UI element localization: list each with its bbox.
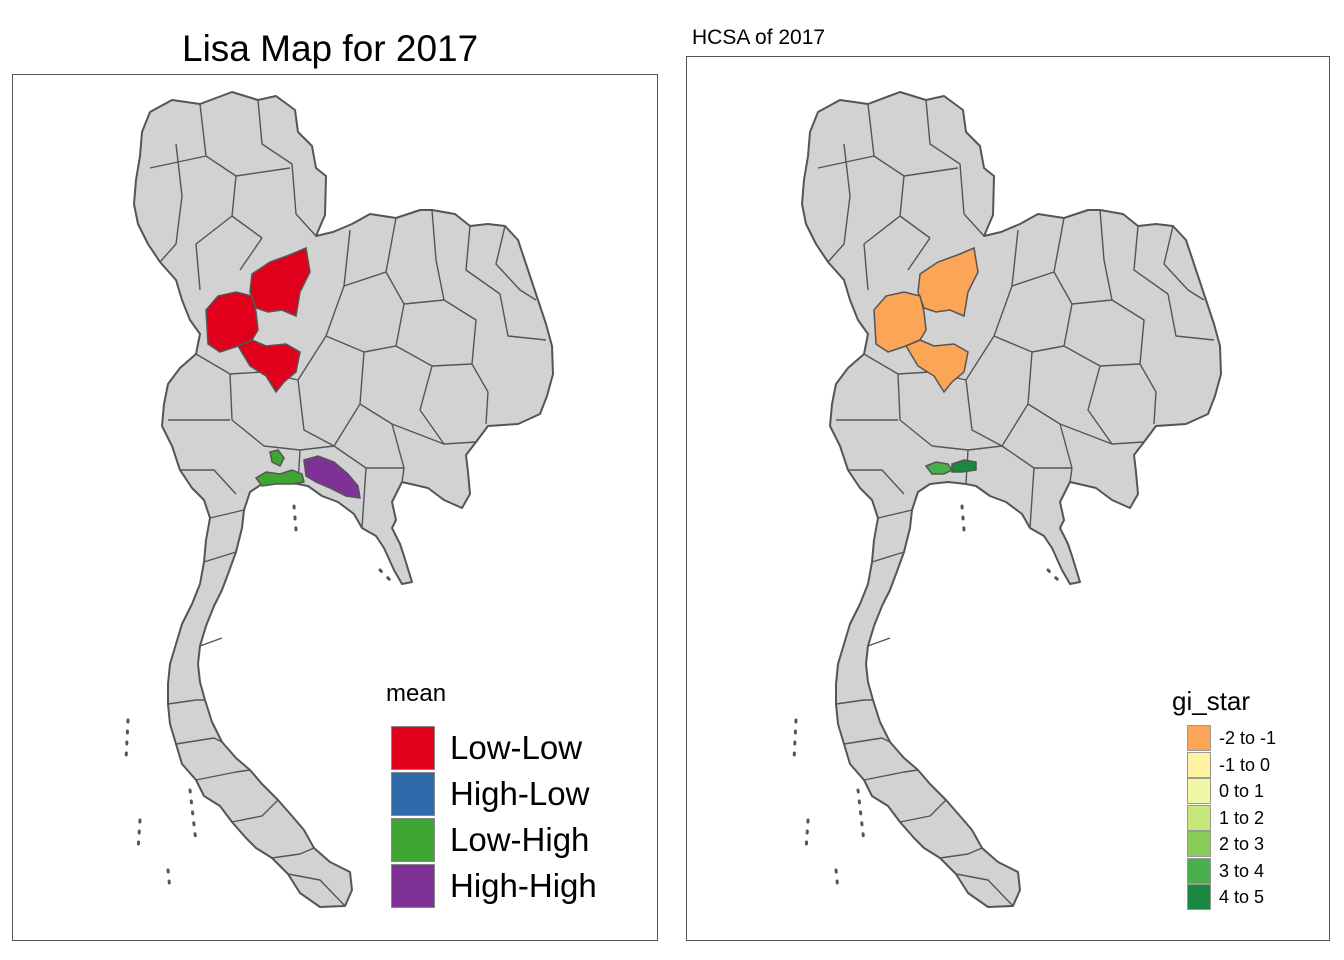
gi-legend-swatch xyxy=(1187,778,1211,804)
lisa-legend-swatch-high-low xyxy=(391,772,435,816)
hcsa-cold-region xyxy=(904,339,969,394)
lisa-lowhigh-region xyxy=(269,449,285,468)
hcsa-map-frame xyxy=(686,56,1330,941)
lisa-legend-label-low-low: Low-Low xyxy=(450,729,583,766)
lisa-legend-swatch-low-high xyxy=(391,818,435,862)
gi-legend-swatch xyxy=(1187,751,1211,778)
gi-legend-title: gi_star xyxy=(1172,686,1251,716)
gi-legend-label: 0 to 1 xyxy=(1219,781,1265,801)
lisa-legend-label-high-high: High-High xyxy=(450,867,597,904)
lisa-highhigh-region xyxy=(303,455,361,499)
lisa-lowhigh-region xyxy=(254,469,305,487)
gi-legend-label: 1 to 2 xyxy=(1219,807,1265,828)
lisa-lowlow-region xyxy=(205,291,259,353)
gi-legend-label: -2 to -1 xyxy=(1219,728,1277,748)
gi-legend-swatch xyxy=(1187,884,1211,910)
lisa-map xyxy=(124,91,554,908)
gi-legend-label: -1 to 0 xyxy=(1219,754,1271,775)
lisa-legend-label-high-low: High-Low xyxy=(450,775,590,812)
hcsa-cold-region xyxy=(873,291,927,353)
gi-legend-swatch xyxy=(1187,804,1211,831)
lisa-legend-swatch-high-high xyxy=(391,864,435,908)
lisa-legend-label-low-high: Low-High xyxy=(450,821,590,858)
gi-legend-swatch xyxy=(1187,725,1211,751)
hcsa-hot-region xyxy=(924,461,954,475)
lisa-legend-swatch-low-low xyxy=(391,726,435,770)
lisa-legend-title: mean xyxy=(386,680,447,707)
lisa-lowlow-region xyxy=(236,339,301,394)
gi-legend-label: 4 to 5 xyxy=(1219,887,1265,907)
lisa-map-frame xyxy=(12,74,658,941)
gi-legend-swatch xyxy=(1187,831,1211,857)
lisa-map-title: Lisa Map for 2017 xyxy=(182,28,479,69)
hcsa-map-title: HCSA of 2017 xyxy=(692,26,826,49)
gi-legend-label: 2 to 3 xyxy=(1219,834,1265,854)
hcsa-map xyxy=(792,91,1222,908)
hcsa-hot-region xyxy=(951,459,977,473)
gi-legend-swatch xyxy=(1187,857,1211,884)
gi-legend-label: 3 to 4 xyxy=(1219,860,1265,881)
